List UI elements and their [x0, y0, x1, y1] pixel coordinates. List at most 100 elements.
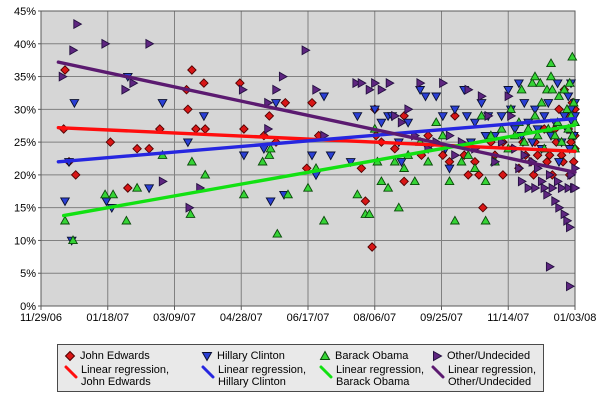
john-edwards-data-point	[544, 150, 555, 161]
hillary-clinton-data-point	[306, 151, 318, 161]
barack-obama-data-point	[480, 215, 491, 225]
other-undecided-data-point	[73, 19, 83, 30]
barack-obama-data-point	[444, 176, 455, 186]
hillary-clinton-data-point	[69, 99, 80, 109]
barack-obama-data-point	[383, 182, 394, 192]
hillary-clinton-data-point	[503, 86, 514, 96]
chart-legend: John Edwards Hillary Clinton Barack Obam…	[57, 344, 544, 392]
other-undecided-data-point	[515, 163, 525, 174]
barack-obama-data-point	[265, 143, 276, 153]
hillary-clinton-data-point	[59, 197, 71, 207]
other-undecided-data-point	[507, 110, 517, 121]
legend-item-regression-clinton: Linear regression, Hillary Clinton	[201, 364, 319, 392]
barack-obama-data-point	[431, 117, 442, 127]
regression-line-barack-obama	[61, 123, 577, 218]
y-axis-tick-label: 40%	[14, 39, 36, 51]
john-edwards-data-point	[360, 196, 371, 206]
hillary-clinton-data-point	[469, 118, 480, 128]
barack-obama-data-point	[257, 156, 268, 166]
john-edwards-data-point	[70, 170, 81, 180]
other-undecided-data-point	[352, 78, 362, 89]
other-undecided-data-point	[391, 110, 401, 121]
hillary-clinton-data-point	[529, 105, 541, 115]
hillary-clinton-data-point	[476, 99, 487, 109]
barack-obama-data-point	[568, 97, 579, 107]
clinton-triangle-down-icon	[201, 351, 213, 362]
john-edwards-data-point	[122, 183, 133, 193]
hillary-clinton-data-point	[539, 112, 550, 122]
barack-obama-data-point	[553, 90, 565, 100]
legend-item-barack-obama: Barack Obama	[319, 347, 431, 364]
barack-obama-data-point	[516, 84, 527, 94]
other-undecided-data-point	[445, 130, 455, 141]
barack-obama-data-point	[282, 189, 294, 199]
barack-obama-data-point	[409, 176, 420, 186]
legend-item-regression-other: Linear regression, Other/Undecided	[431, 364, 541, 392]
barack-obama-data-point	[519, 136, 530, 146]
john-edwards-data-point	[280, 97, 291, 108]
hillary-clinton-data-point	[352, 112, 363, 122]
barack-obama-data-point	[364, 208, 375, 218]
x-axis-tick-label: 01/03/08	[554, 312, 597, 324]
legend-item-other-undecided: Other/Undecided	[431, 347, 541, 364]
barack-obama-data-point	[121, 215, 132, 225]
regression-prefix: Linear regression,	[81, 364, 170, 376]
other-undecided-data-point	[543, 189, 553, 200]
barack-obama-data-point	[59, 215, 71, 225]
barack-obama-data-point	[185, 208, 196, 218]
john-edwards-data-point	[399, 176, 409, 187]
hillary-clinton-data-point	[496, 112, 507, 122]
barack-obama-data-point	[449, 215, 460, 225]
hillary-clinton-data-point	[182, 138, 193, 148]
y-axis-tick-label: 35%	[14, 72, 36, 84]
john-edwards-data-point	[498, 170, 508, 180]
x-axis-tick-label: 08/06/07	[353, 312, 396, 324]
hillary-clinton-data-point	[157, 99, 168, 109]
john-edwards-data-point	[60, 65, 70, 75]
x-axis-tick-label: 06/17/07	[287, 312, 330, 324]
regression-series-name: Hillary Clinton	[218, 376, 286, 388]
x-axis-tick-label: 01/18/07	[86, 312, 129, 324]
other-undecided-data-point	[365, 84, 375, 95]
other-undecided-data-point	[301, 45, 311, 56]
y-axis-tick-label: 20%	[14, 170, 36, 182]
barack-obama-data-point	[108, 189, 119, 199]
barack-obama-data-point	[463, 149, 474, 159]
other-undecided-data-point	[320, 130, 330, 141]
other-undecided-data-point	[537, 176, 547, 187]
barack-obama-data-point	[532, 130, 543, 140]
other-undecided-data-point	[272, 84, 282, 95]
other-undecided-data-point	[545, 261, 555, 272]
barack-obama-data-point	[535, 77, 546, 87]
john-edwards-data-point	[474, 170, 484, 180]
other-undecided-data-point	[557, 182, 567, 194]
barack-obama-data-point	[456, 156, 467, 166]
john-edwards-data-point	[183, 104, 193, 115]
other-undecided-data-point	[524, 182, 534, 194]
other-undecided-data-point	[560, 209, 570, 220]
barack-obama-data-point	[564, 77, 575, 87]
hillary-clinton-data-point	[553, 158, 565, 168]
john-edwards-data-point	[307, 97, 317, 108]
other-undecided-data-point	[238, 84, 248, 95]
other-undecided-data-point	[540, 182, 550, 194]
barack-obama-data-point	[376, 176, 387, 186]
hillary-clinton-data-point	[543, 99, 554, 109]
x-axis-tick-label: 09/25/07	[420, 312, 463, 324]
barack-obama-data-point	[545, 58, 557, 68]
other-triangle-right-icon	[433, 350, 443, 361]
other-undecided-data-point	[404, 104, 414, 115]
other-undecided-data-point	[451, 150, 461, 161]
other-undecided-data-point	[357, 78, 367, 89]
john-edwards-data-point	[199, 78, 209, 88]
other-undecided-data-point	[101, 38, 111, 49]
john-edwards-data-point	[554, 104, 564, 115]
barack-obama-data-point	[437, 130, 448, 140]
other-undecided-data-point	[555, 202, 565, 213]
hillary-clinton-data-point	[345, 158, 356, 168]
other-undecided-data-point	[397, 117, 407, 128]
barack-obama-data-point	[480, 176, 491, 186]
barack-obama-data-point	[556, 136, 567, 146]
barack-obama-data-point	[200, 169, 211, 179]
hillary-clinton-data-point	[449, 105, 460, 115]
